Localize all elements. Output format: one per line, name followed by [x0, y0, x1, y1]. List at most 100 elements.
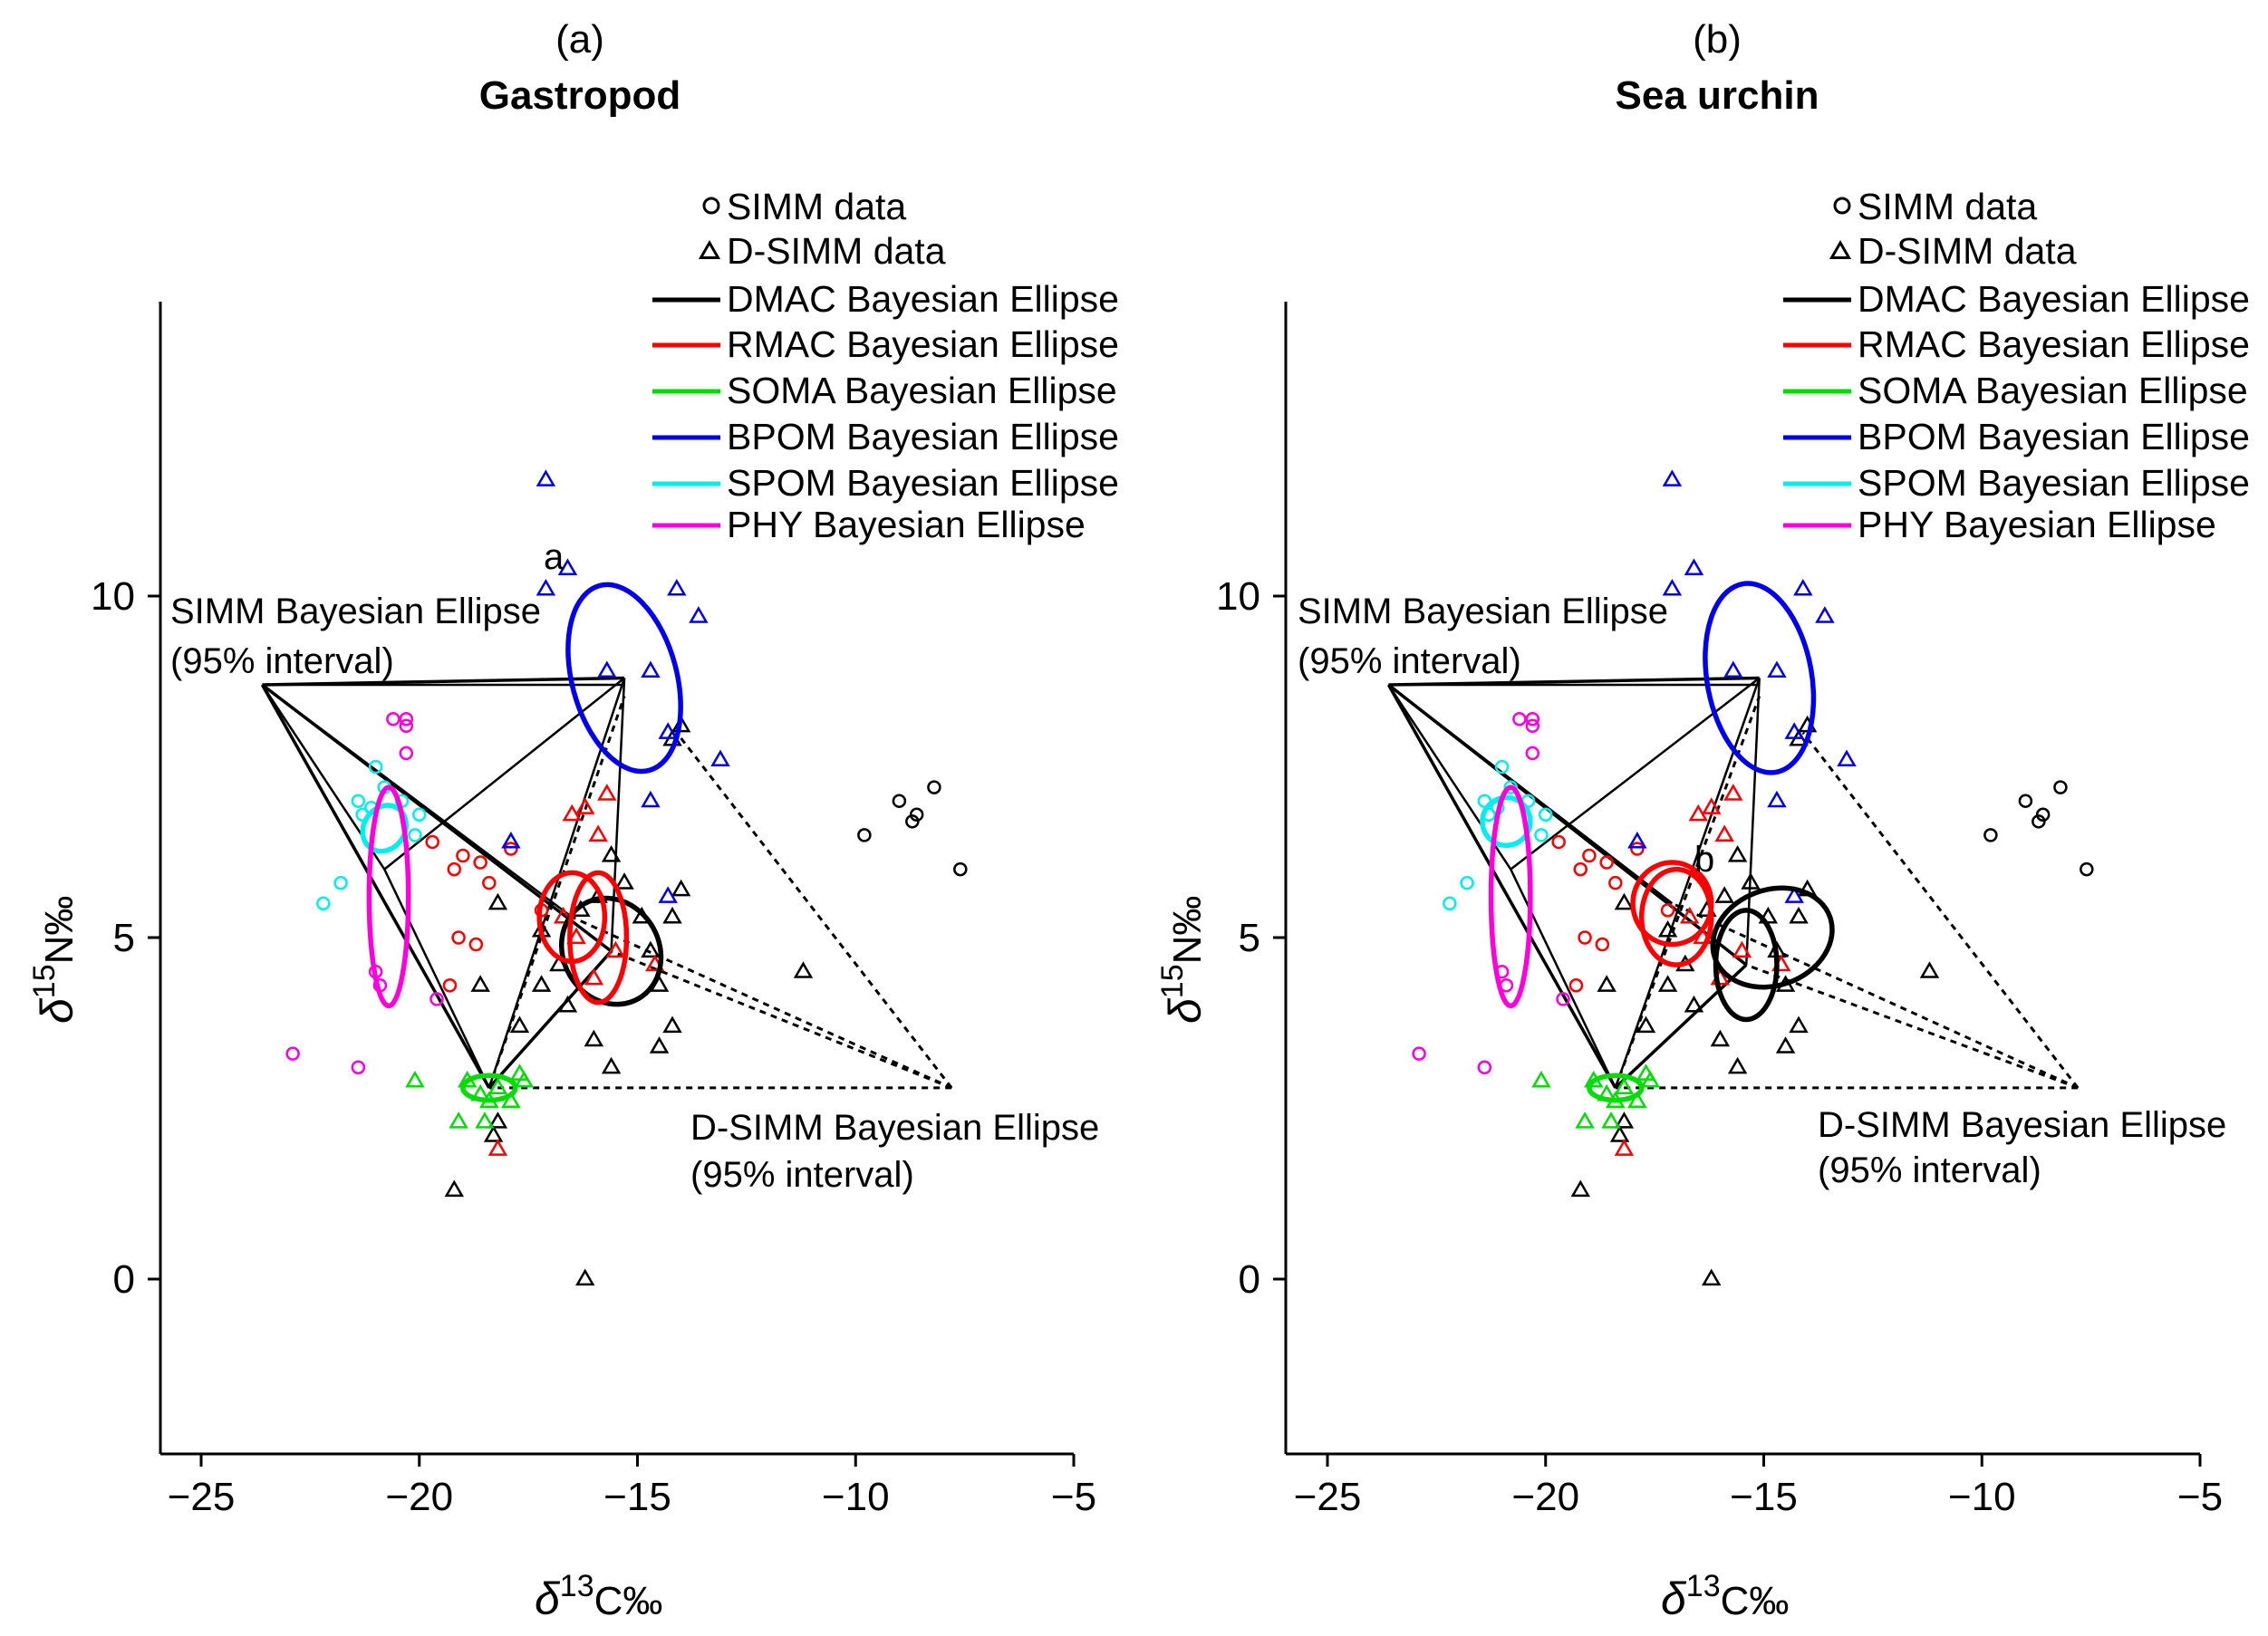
dsimm-line-soma-bpom [487, 695, 626, 1089]
legend-label-spom-bayesian-ellipse: SPOM Bayesian Ellipse [1858, 462, 2250, 504]
bpom-bayesian-ellipse [565, 582, 683, 775]
legend-label-d-simm-data: D-SIMM data [727, 230, 946, 272]
legend-label-dmac-bayesian-ellipse: DMAC Bayesian Ellipse [1858, 278, 2250, 320]
rmac-circle-point [442, 978, 458, 993]
dmac-circle-point [927, 780, 941, 794]
soma-triangle-point [1627, 1091, 1647, 1109]
dmac-triangle-point [487, 892, 508, 910]
bpom-triangle-point [1684, 558, 1704, 575]
rmac-circle-point [473, 855, 487, 870]
dmac-triangle-point [1702, 1268, 1722, 1286]
rmac-circle-point [456, 848, 470, 863]
rmac-triangle-point [1723, 784, 1743, 801]
soma-triangle-point [1640, 1070, 1661, 1088]
dmac-triangle-point [793, 961, 814, 978]
phy-bayesian-ellipse [1488, 784, 1533, 1009]
rmac-circle-point [1573, 861, 1588, 877]
panel-a-simm-annotation-line1: SIMM Bayesian Ellipse [170, 592, 541, 631]
bpom-triangle-point [641, 790, 661, 808]
rmac-circle-point [1630, 842, 1645, 856]
hull-bpom-dmac [1744, 678, 1761, 966]
dmac-triangle-point [509, 1015, 530, 1034]
rmac-triangle-point [597, 784, 617, 801]
y-tick-label: 10 [1216, 574, 1260, 619]
simm-line-soma [260, 684, 491, 1089]
dmac-triangle-point [641, 940, 661, 958]
phy-circle-point [1477, 1060, 1492, 1075]
x-tick-label: −15 [603, 1475, 671, 1519]
bpom-bayesian-ellipse [1703, 581, 1817, 775]
panel-a-ellipse-marker: a [544, 537, 565, 577]
soma-bayesian-ellipse [460, 1073, 518, 1103]
legend-label-phy-bayesian-ellipse: PHY Bayesian Ellipse [1858, 504, 2216, 545]
x-tick-label: −10 [1948, 1475, 2016, 1519]
hull-phy-bpom [383, 677, 625, 871]
dmac-triangle-point [444, 1179, 464, 1198]
rmac-bayesian-ellipse-2 [567, 870, 630, 1006]
bpom-triangle-point [641, 660, 661, 678]
dmac-triangle-point [1609, 1125, 1630, 1142]
phy-circle-point [1525, 746, 1540, 761]
dmac-triangle-point [1597, 975, 1617, 992]
legend-label-spom-bayesian-ellipse: SPOM Bayesian Ellipse [727, 462, 1119, 504]
rmac-circle-point [1595, 937, 1610, 952]
rmac-triangle-point [1679, 906, 1700, 924]
rmac-circle-point [1608, 875, 1623, 890]
spom-circle-point [368, 759, 383, 775]
dmac-circle-point [2035, 807, 2051, 823]
dmac-bayesian-ellipse [558, 895, 664, 1007]
phy-circle-point [1412, 1046, 1426, 1061]
dsimm-line-bpom [675, 731, 953, 1089]
dmac-triangle-point [584, 1029, 604, 1047]
panel-b-title: Sea urchin [1616, 73, 1819, 118]
dmac-triangle-point [1684, 995, 1704, 1013]
spom-circle-point [1534, 828, 1549, 842]
rmac-circle-point [1568, 978, 1584, 993]
phy-circle-point [1556, 992, 1570, 1006]
soma-triangle-point [449, 1112, 468, 1129]
dmac-triangle-point [470, 975, 490, 992]
bpom-triangle-point [1767, 790, 1787, 808]
simm-line-bpom [1388, 676, 1760, 687]
dmac-triangle-point [1714, 886, 1734, 903]
bpom-triangle-point [1627, 831, 1647, 849]
spom-circle-point [412, 807, 427, 823]
soma-triangle-point [475, 1112, 495, 1129]
dmac-triangle-point [487, 1112, 508, 1129]
dmac-triangle-point [614, 872, 634, 890]
panel-a-title: Gastropod [479, 73, 680, 118]
hull-phy-bpom [1510, 677, 1761, 871]
rmac-circle-point [468, 937, 484, 952]
legend-label-simm-data: SIMM data [1858, 186, 2037, 227]
dmac-triangle-point [662, 1015, 682, 1034]
dmac-bayesian-ellipse-2 [1710, 885, 1835, 990]
panel-b-dsimm-annotation-line2: (95% interval) [1818, 1150, 2041, 1190]
soma-triangle-point [514, 1070, 535, 1088]
bpom-triangle-point [1837, 749, 1857, 767]
legend-triangle-icon [1829, 239, 1852, 259]
dmac-triangle-point [671, 879, 691, 897]
soma-triangle-point [501, 1091, 521, 1109]
x-tick-label: −25 [168, 1475, 236, 1519]
panel-b-label: (b) [1693, 17, 1742, 62]
dmac-triangle-point [483, 1125, 504, 1142]
dmac-triangle-point [1741, 872, 1761, 890]
dmac-triangle-point [1657, 919, 1678, 938]
panel-b-x-axis-label: δ13C‰ [1661, 1569, 1789, 1624]
rmac-triangle-point [575, 797, 595, 814]
bpom-triangle-point [710, 749, 730, 767]
dsimm-line-bpom [1801, 731, 2080, 1089]
spom-circle-point [316, 896, 331, 911]
dmac-triangle-point [1789, 1015, 1809, 1034]
legend-circle-icon [1833, 197, 1851, 215]
panel-b-dsimm-annotation-line1: D-SIMM Bayesian Ellipse [1818, 1105, 2226, 1145]
bpom-triangle-point [689, 606, 709, 623]
simm-line-rmac [261, 684, 574, 919]
y-tick-label: 0 [113, 1257, 135, 1302]
phy-circle-point [399, 718, 414, 734]
soma-triangle-point [1601, 1112, 1621, 1129]
soma-triangle-point [1575, 1112, 1595, 1129]
